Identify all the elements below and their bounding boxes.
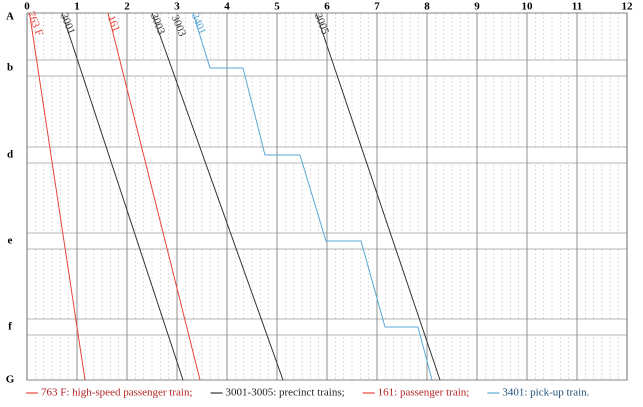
x-tick-label: 5 (274, 1, 280, 13)
train-label: 161 (105, 14, 122, 34)
x-tick-label: 3 (174, 1, 180, 13)
x-tick-label: 7 (374, 1, 380, 13)
train-label: 3003 (148, 11, 168, 36)
train-path (107, 12, 201, 381)
train-path (61, 12, 184, 381)
station-label: e (8, 235, 13, 247)
x-tick-label: 1 (74, 1, 80, 13)
legend-label: 161: passenger train; (378, 387, 470, 399)
x-tick-label: 8 (424, 1, 430, 13)
x-tick-label: 10 (522, 1, 534, 13)
station-label: G (6, 374, 15, 386)
train-label: 3401 (189, 11, 208, 36)
x-tick-label: 12 (622, 1, 634, 13)
train-label: 763 F (25, 10, 46, 38)
plot-frame (26, 12, 628, 381)
train-path (315, 12, 441, 381)
legend-label: 763 F: high-speed passenger train; (41, 387, 193, 399)
train-path (192, 12, 433, 381)
station-label: A (6, 11, 14, 23)
train-label: 3001 (58, 11, 77, 36)
train-label: 3005 (312, 11, 332, 36)
x-tick-label: 2 (124, 1, 130, 13)
x-tick-label: 9 (474, 1, 480, 13)
station-label: f (8, 321, 12, 333)
legend-label: 3401: pick-up train. (502, 387, 589, 399)
train-path (29, 12, 86, 381)
x-tick-label: 11 (572, 1, 582, 13)
station-label: d (7, 149, 13, 161)
x-tick-label: 6 (324, 1, 330, 13)
legend-label: 3001-3005: precinct trains; (226, 387, 345, 399)
station-label: b (7, 62, 13, 74)
x-tick-label: 0 (24, 1, 30, 13)
train-path (151, 12, 284, 381)
x-tick-label: 4 (224, 1, 230, 13)
